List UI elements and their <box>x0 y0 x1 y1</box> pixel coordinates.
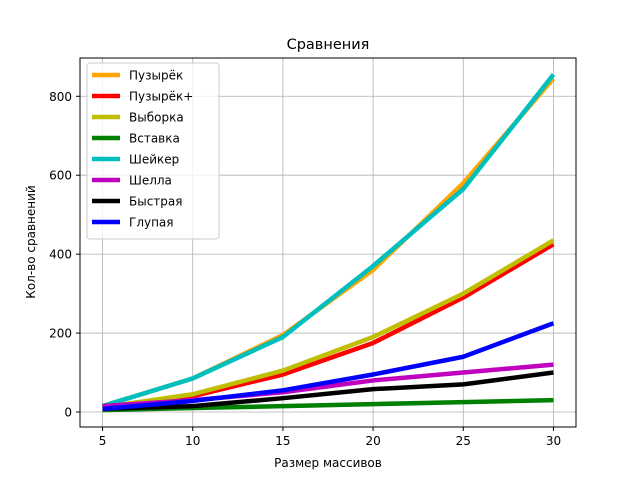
series-line-5 <box>101 73 556 409</box>
y-tick-label: 200 <box>49 327 72 341</box>
axis-ticks: 5 10 15 20 25 30 0 200 400 600 800 <box>49 90 561 448</box>
x-tick-label: 20 <box>365 434 380 448</box>
legend-label: Выборка <box>129 111 184 125</box>
legend-label: Шелла <box>129 174 172 188</box>
y-tick-label: 800 <box>49 90 72 104</box>
legend-label: Вставка <box>129 132 180 146</box>
legend-label: Пузырёк <box>129 69 183 83</box>
x-tick-label: 15 <box>275 434 290 448</box>
x-tick-label: 30 <box>546 434 561 448</box>
legend-label: Глупая <box>129 216 174 230</box>
x-axis-title: Размер массивов <box>274 456 382 470</box>
legend-label: Шейкер <box>129 153 179 167</box>
legend-frame <box>86 62 220 240</box>
x-tick-label: 25 <box>456 434 471 448</box>
series-lines <box>101 73 556 413</box>
y-tick-label: 0 <box>64 406 72 420</box>
x-tick-label: 10 <box>185 434 200 448</box>
legend: Пузырёк Пузырёк+ Выборка Вставка Шейкер Шелла… <box>86 62 220 240</box>
y-tick-label: 600 <box>49 169 72 183</box>
y-axis-title: Кол-во сравнений <box>24 185 38 298</box>
x-tick-label: 5 <box>99 434 107 448</box>
y-tick-label: 400 <box>49 248 72 262</box>
series-line-7 <box>102 370 554 412</box>
series-line-3 <box>102 238 555 410</box>
series-line-8 <box>102 321 555 412</box>
plot-frame <box>79 57 577 428</box>
legend-label: Быстрая <box>129 195 182 209</box>
legend-label: Пузырёк+ <box>129 90 193 104</box>
chart-title: Сравнения <box>287 37 370 53</box>
